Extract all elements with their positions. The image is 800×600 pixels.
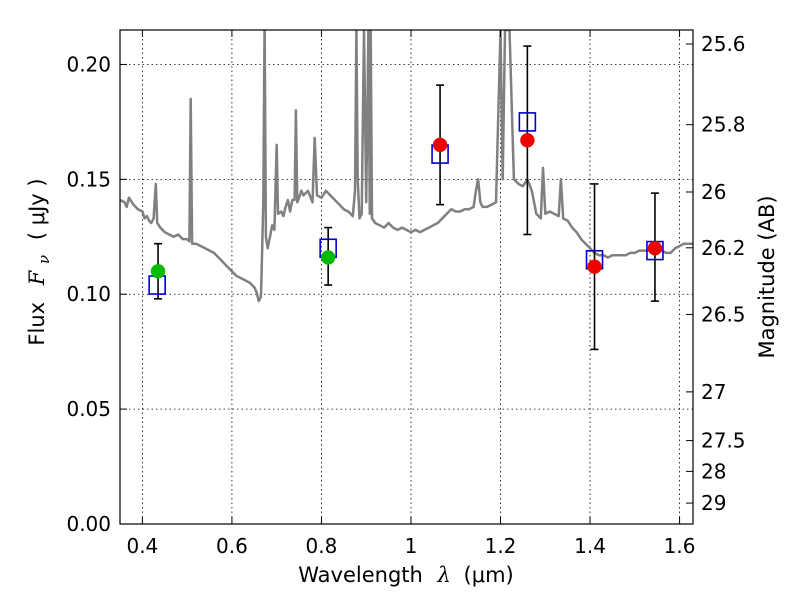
observed-flux-point [647, 241, 663, 256]
y2-tick-label: 28 [701, 459, 726, 483]
y-axis-label-symbol: F [25, 269, 49, 286]
x-axis-label-symbol: λ [437, 563, 451, 587]
y2-tick-label: 27 [701, 380, 726, 404]
marker-layer [148, 112, 664, 295]
y-tick-label: 0.15 [66, 167, 111, 191]
x-tick-label: 1.2 [485, 534, 517, 558]
x-tick-label: 1.6 [664, 534, 696, 558]
y-tick-label: 0.00 [66, 512, 111, 536]
y-axis-label-unit: ( μJy ) [25, 178, 49, 240]
observed-flux-point [320, 250, 336, 265]
y2-tick-label: 29 [701, 491, 726, 515]
plot-background [120, 30, 693, 524]
y2-tick-label: 27.5 [701, 429, 746, 453]
grid [120, 30, 693, 525]
model-flux-square [518, 112, 537, 132]
x-tick-label: 0.8 [306, 534, 338, 558]
y2-tick-label: 26 [701, 180, 726, 204]
model-spectrum-line [120, 30, 693, 303]
y-tick-label: 0.20 [66, 52, 111, 76]
y-axis-label-text: Flux [25, 302, 49, 346]
series-layer [120, 30, 693, 303]
y-axis-label: Flux F ν ( μJy ) [25, 178, 54, 345]
observed-flux-point [520, 133, 535, 148]
observed-flux-point [150, 264, 166, 279]
y2-tick-label: 25.8 [701, 113, 746, 137]
x-axis-label-unit: (μm) [464, 563, 514, 587]
x-tick-label: 1.4 [574, 534, 606, 558]
y2-tick-label: 25.6 [701, 32, 746, 56]
y-axis-label-symbol-sub: ν [35, 255, 53, 264]
y2-axis-label: Magnitude (AB) [755, 195, 779, 358]
plot-frame [119, 29, 694, 525]
x-axis-label: Wavelength λ (μm) [298, 563, 513, 587]
y2-axis-ticks: 25.6 25.8 26 26.2 26.5 27 27.5 28 29 [686, 32, 746, 515]
observed-flux-point [587, 259, 602, 274]
y-axis-ticks: 0.00 0.05 0.10 0.15 0.20 [66, 52, 127, 536]
observed-flux-point [432, 137, 448, 153]
y2-tick-label: 26.2 [701, 236, 746, 260]
x-tick-label: 0.4 [126, 534, 158, 558]
x-tick-label: 0.6 [216, 534, 248, 558]
y2-tick-label: 26.5 [701, 302, 746, 326]
y-tick-label: 0.10 [66, 282, 111, 306]
x-axis-label-text: Wavelength [298, 563, 423, 587]
x-tick-label: 1 [405, 534, 418, 558]
y-tick-label: 0.05 [66, 397, 111, 421]
x-axis-ticks: 0.4 0.6 0.8 1 1.2 1.4 1.6 [126, 30, 695, 558]
